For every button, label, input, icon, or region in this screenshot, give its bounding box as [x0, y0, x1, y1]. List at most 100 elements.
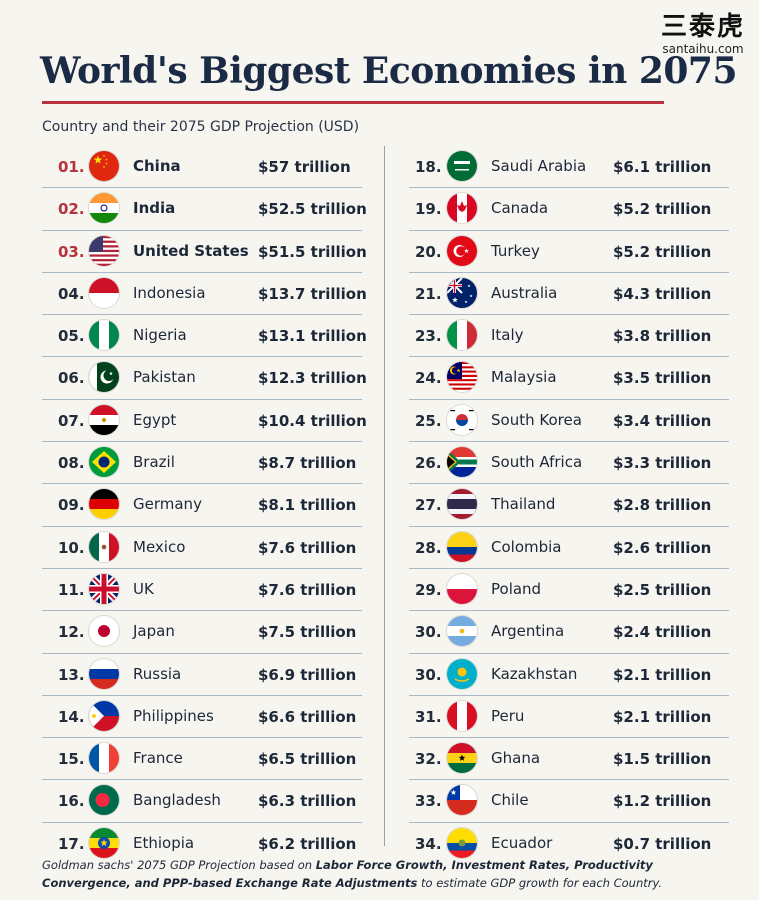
canada-flag-icon	[447, 193, 477, 224]
malaysia-flag-icon	[447, 362, 477, 393]
country-name: United States	[133, 241, 249, 260]
france-flag-icon	[89, 743, 119, 774]
rank-label: 18.	[415, 158, 442, 176]
thailand-flag-icon	[447, 489, 477, 520]
rank-label: 27.	[415, 496, 442, 515]
table-row: 34. Ecuador $0.7 trillion	[409, 823, 729, 864]
rank-label: 14.	[58, 707, 85, 726]
gdp-value: $13.1 trillion	[258, 327, 367, 346]
argentina-flag-icon	[447, 616, 477, 647]
table-row: 30. Argentina $2.4 trillion	[409, 611, 729, 654]
table-row: 04. Indonesia $13.7 trillion	[42, 273, 367, 316]
southafrica-flag-icon	[447, 447, 477, 478]
rank-label: 11.	[58, 580, 85, 599]
russia-flag-icon	[89, 658, 119, 689]
ranking-column-right: 18. Saudi Arabia $6.1 trillion 19. Canada $5.…	[409, 146, 729, 864]
china-flag-icon	[89, 151, 119, 181]
colombia-flag-icon	[447, 531, 477, 562]
footnote: Goldman sachs' 2075 GDP Projection based…	[42, 856, 732, 892]
table-row: 21. Australia $4.3 trillion	[409, 273, 729, 316]
usa-flag-icon	[89, 235, 119, 266]
table-row: 08. Brazil $8.7 trillion	[42, 442, 362, 485]
title-underline	[42, 101, 664, 104]
gdp-value: $6.3 trillion	[258, 792, 357, 811]
page-title: World's Biggest Economies in 2075	[40, 50, 738, 92]
table-row: 02. India $52.5 trillion	[42, 188, 367, 231]
gdp-value: $3.4 trillion	[613, 411, 712, 430]
australia-flag-icon	[447, 277, 477, 308]
country-name: Italy	[491, 326, 524, 345]
country-name: Nigeria	[133, 326, 187, 345]
peru-flag-icon	[447, 700, 477, 731]
rank-label: 29.	[415, 580, 442, 599]
ranking-column-left: 01. China $57 trillion 02. India $52.5 trilli…	[42, 146, 367, 864]
country-name: Russia	[133, 664, 182, 683]
gdp-value: $0.7 trillion	[613, 834, 712, 853]
table-row: 15. France $6.5 trillion	[42, 738, 362, 781]
country-name: Colombia	[491, 537, 562, 556]
indonesia-flag-icon	[89, 277, 119, 308]
gdp-value: $13.7 trillion	[258, 284, 367, 303]
table-row: 18. Saudi Arabia $6.1 trillion	[409, 146, 729, 189]
germany-flag-icon	[89, 489, 119, 520]
country-name: France	[133, 749, 183, 768]
rank-label: 26.	[415, 454, 442, 473]
country-name: Turkey	[491, 241, 540, 260]
gdp-value: $2.8 trillion	[613, 496, 712, 515]
country-name: Indonesia	[133, 283, 206, 302]
table-row: 31. Peru $2.1 trillion	[409, 696, 729, 739]
rank-label: 07.	[58, 411, 85, 430]
table-row: 16. Bangladesh $6.3 trillion	[42, 780, 362, 823]
table-row: 30. Kazakhstan $2.1 trillion	[409, 654, 729, 696]
country-name: Ecuador	[491, 833, 553, 852]
gdp-value: $10.4 trillion	[258, 411, 367, 430]
gdp-value: $5.2 trillion	[613, 200, 712, 219]
poland-flag-icon	[447, 573, 477, 604]
rank-label: 34.	[415, 834, 442, 853]
rank-label: 21.	[415, 284, 442, 303]
country-name: India	[133, 199, 176, 218]
gdp-value: $6.1 trillion	[613, 158, 712, 176]
rank-label: 03.	[58, 242, 85, 261]
rank-label: 04.	[58, 284, 85, 303]
table-row: 23. Italy $3.8 trillion	[409, 315, 729, 358]
chile-flag-icon	[447, 785, 477, 816]
footnote-emphasis: Labor Force Growth, Investment Rates, Pr…	[42, 858, 653, 890]
ethiopia-flag-icon	[89, 827, 119, 858]
watermark-cn: 三泰虎	[660, 12, 745, 42]
philippines-flag-icon	[89, 700, 119, 731]
table-row: 14. Philippines $6.6 trillion	[42, 696, 362, 739]
rank-label: 31.	[415, 707, 442, 726]
table-row: 26. South Africa $3.3 trillion	[409, 442, 729, 485]
gdp-value: $6.9 trillion	[258, 665, 357, 684]
india-flag-icon	[89, 193, 119, 224]
rank-label: 23.	[415, 327, 442, 346]
gdp-value: $7.5 trillion	[258, 623, 357, 642]
table-row: 27. Thailand $2.8 trillion	[409, 484, 729, 527]
table-row: 12. Japan $7.5 trillion	[42, 611, 362, 654]
footnote-text: to estimate GDP growth for each Country.	[417, 876, 663, 890]
mexico-flag-icon	[89, 531, 119, 562]
country-name: Poland	[491, 579, 542, 598]
country-name: Brazil	[133, 453, 175, 472]
rank-label: 32.	[415, 750, 442, 769]
gdp-value: $2.4 trillion	[613, 623, 712, 642]
rank-label: 20.	[415, 242, 442, 261]
table-row: 24. Malaysia $3.5 trillion	[409, 357, 729, 400]
country-name: Argentina	[491, 622, 565, 641]
country-name: Kazakhstan	[491, 664, 578, 683]
country-name: South Africa	[491, 453, 583, 472]
column-divider	[384, 146, 385, 846]
turkey-flag-icon	[447, 235, 477, 266]
country-name: Peru	[491, 706, 525, 725]
gdp-value: $7.6 trillion	[258, 538, 357, 557]
table-row: 03. United States $51.5 trillion	[42, 231, 367, 273]
table-row: 28. Colombia $2.6 trillion	[409, 527, 729, 569]
country-name: Ghana	[491, 749, 541, 768]
rank-label: 16.	[58, 792, 85, 811]
country-name: China	[133, 157, 181, 175]
table-row: 13. Russia $6.9 trillion	[42, 654, 362, 696]
gdp-value: $2.6 trillion	[613, 538, 712, 557]
gdp-value: $7.6 trillion	[258, 580, 357, 599]
table-row: 06. Pakistan $12.3 trillion	[42, 357, 367, 400]
